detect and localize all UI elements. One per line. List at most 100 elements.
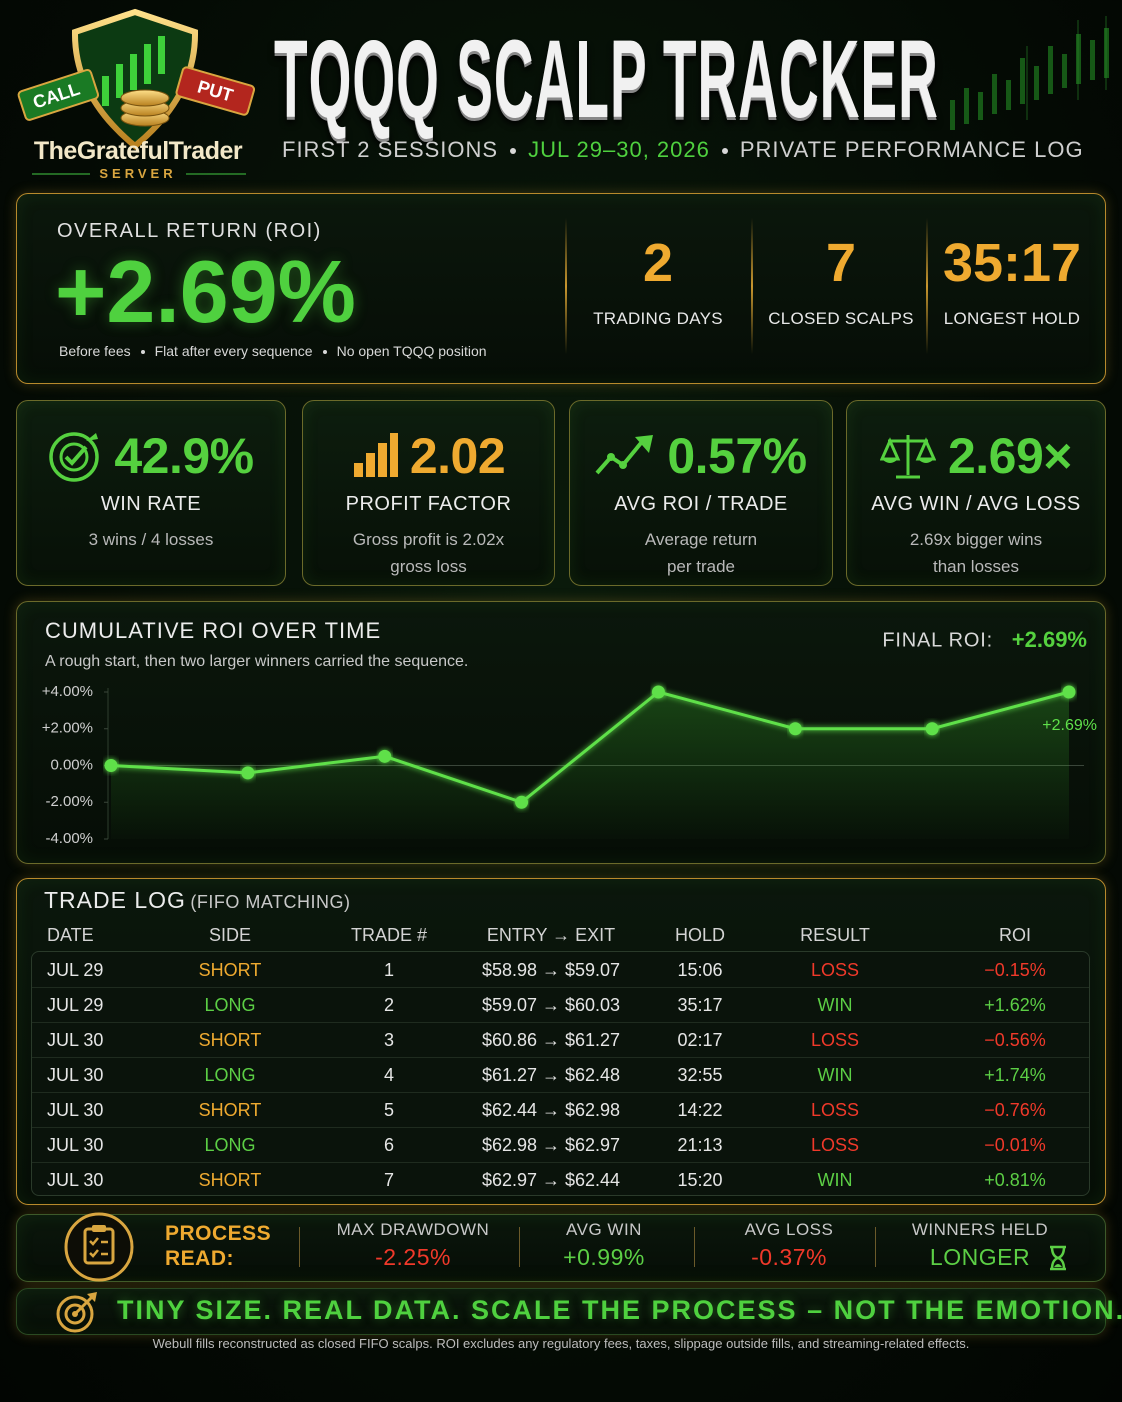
- column-header: HOLD: [674, 925, 726, 945]
- process-stat-label: AVG WIN: [566, 1220, 642, 1239]
- column-header: SIDE: [208, 925, 252, 945]
- note-line: gross loss: [390, 557, 467, 576]
- note: Before fees: [59, 343, 131, 359]
- metric-card: 42.9% WIN RATE 3 wins / 4 losses: [16, 400, 286, 586]
- table-cell: 1: [383, 960, 395, 980]
- note: Flat after every sequence: [154, 343, 313, 359]
- table-cell: SHORT: [198, 1030, 262, 1050]
- table-cell: 32:55: [677, 1065, 723, 1085]
- table-cell: 15:06: [677, 960, 723, 980]
- table-cell: 2: [383, 995, 395, 1015]
- process-label: PROCESS READ:: [165, 1222, 272, 1270]
- row-divider: [32, 1127, 1089, 1128]
- overview-value: +2.69%: [55, 242, 356, 341]
- table-cell: 7: [383, 1170, 395, 1190]
- process-stat-value: -0.37%: [751, 1244, 827, 1270]
- stat-value: 35:17: [942, 233, 1082, 293]
- table-cell: 35:17: [677, 995, 723, 1015]
- point: [104, 759, 118, 772]
- process-panel: PROCESS READ: MAX DRAWDOWN -2.25% AVG WIN +…: [16, 1212, 1106, 1282]
- card-value: 2.02: [409, 428, 506, 484]
- table-cell: 6: [383, 1135, 395, 1155]
- point: [1062, 685, 1076, 699]
- metric-card: 0.57% AVG ROI / TRADE Average return per …: [569, 400, 833, 586]
- table-cell: +0.81%: [984, 1170, 1046, 1190]
- table-cell: LOSS: [810, 1100, 860, 1120]
- table-cell: SHORT: [198, 1170, 262, 1190]
- icon-clipboard: [64, 1212, 134, 1282]
- card-value: 42.9%: [114, 428, 254, 484]
- icon-trend: [595, 435, 654, 475]
- table-cell: JUL 30: [47, 1065, 104, 1085]
- table-cell: $62.97 → $62.44: [481, 1170, 621, 1190]
- card-note: Gross profit is 2.02x gross loss: [303, 526, 554, 580]
- trade-log-panel: TRADE LOG (FIFO MATCHING) DATE SIDE TRADE …: [16, 878, 1106, 1205]
- table-cell: 14:22: [677, 1100, 723, 1120]
- y-tick-label: -2.00%: [45, 793, 93, 810]
- separator: [721, 148, 728, 155]
- table-cell: LONG: [204, 995, 256, 1015]
- final-label: FINAL ROI:: [882, 629, 993, 651]
- column-header: RESULT: [800, 925, 870, 945]
- logo-put-tag: PUT: [175, 66, 256, 116]
- table-cell: 15:20: [677, 1170, 723, 1190]
- card-label: AVG ROI / TRADE: [614, 493, 788, 515]
- table-cell: JUL 29: [47, 995, 104, 1015]
- table-cell: LOSS: [810, 1135, 860, 1155]
- stat-value: 7: [825, 233, 857, 293]
- table-cell: LOSS: [810, 1030, 860, 1050]
- table-cell: +1.62%: [984, 995, 1046, 1015]
- icon-scale: [879, 435, 936, 479]
- table-cell: SHORT: [198, 960, 262, 980]
- column-header: TRADE #: [350, 925, 428, 945]
- note-line: 3 wins / 4 losses: [88, 530, 214, 549]
- table-cell: JUL 29: [47, 960, 104, 980]
- process-stat-label: WINNERS HELD: [911, 1220, 1049, 1239]
- icon-bars: [353, 433, 398, 477]
- metric-card: 2.69× AVG WIN / AVG LOSS 2.69x bigger wi…: [846, 400, 1106, 586]
- stat: 2 TRADING DAYS: [568, 233, 748, 329]
- table-cell: 5: [383, 1100, 395, 1120]
- logo: CALL PUT TheGratefulTrader SERVER: [17, 8, 256, 181]
- table-cell: LONG: [204, 1065, 256, 1085]
- stat-label: LONGEST HOLD: [943, 309, 1081, 328]
- table-cell: $61.27 → $62.48: [481, 1065, 621, 1085]
- table-cell: JUL 30: [47, 1135, 104, 1155]
- table-cell: LOSS: [810, 960, 860, 980]
- overview-label: OVERALL RETURN (ROI): [57, 220, 322, 242]
- trade-log-title: TRADE LOG: [44, 887, 186, 913]
- table-cell: 21:13: [677, 1135, 723, 1155]
- divider: [299, 1227, 300, 1267]
- divider: [519, 1227, 520, 1267]
- table-cell: JUL 30: [47, 1030, 104, 1050]
- icon-target: [56, 1292, 97, 1333]
- subtitle-part: JUL 29–30, 2026: [528, 137, 710, 162]
- overview-notes: Before fees Flat after every sequence No o…: [59, 343, 487, 359]
- table-cell: 3: [383, 1030, 395, 1050]
- note-line: 2.69x bigger wins: [909, 530, 1043, 549]
- process-stat-value: LONGER: [929, 1244, 1031, 1270]
- table-cell: SHORT: [198, 1100, 262, 1120]
- subtitle: FIRST 2 SESSIONS JUL 29–30, 2026 PRIVATE P…: [282, 136, 1084, 164]
- overview-panel: OVERALL RETURN (ROI) +2.69% Before fees F…: [16, 193, 1106, 384]
- note-line: per trade: [666, 557, 736, 576]
- stat: 35:17 LONGEST HOLD: [922, 233, 1102, 329]
- divider: [565, 218, 567, 354]
- logo-server: SERVER: [99, 166, 176, 181]
- point: [378, 749, 392, 763]
- card-label: AVG WIN / AVG LOSS: [871, 493, 1081, 515]
- process-stat-value: -2.25%: [375, 1244, 451, 1270]
- subtitle-part: PRIVATE PERFORMANCE LOG: [739, 137, 1084, 162]
- table-cell: −0.15%: [984, 960, 1046, 980]
- process-stat-label: MAX DRAWDOWN: [336, 1220, 490, 1239]
- card-value: 0.57%: [667, 428, 807, 484]
- table-cell: $62.44 → $62.98: [481, 1100, 621, 1120]
- table-cell: −0.01%: [984, 1135, 1046, 1155]
- y-tick-label: -4.00%: [45, 830, 93, 847]
- decor-candles: [950, 16, 1109, 130]
- separator: [322, 350, 327, 355]
- icon-hourglass: [1050, 1245, 1066, 1271]
- chart: CUMULATIVE ROI OVER TIME A rough start, …: [42, 618, 1097, 847]
